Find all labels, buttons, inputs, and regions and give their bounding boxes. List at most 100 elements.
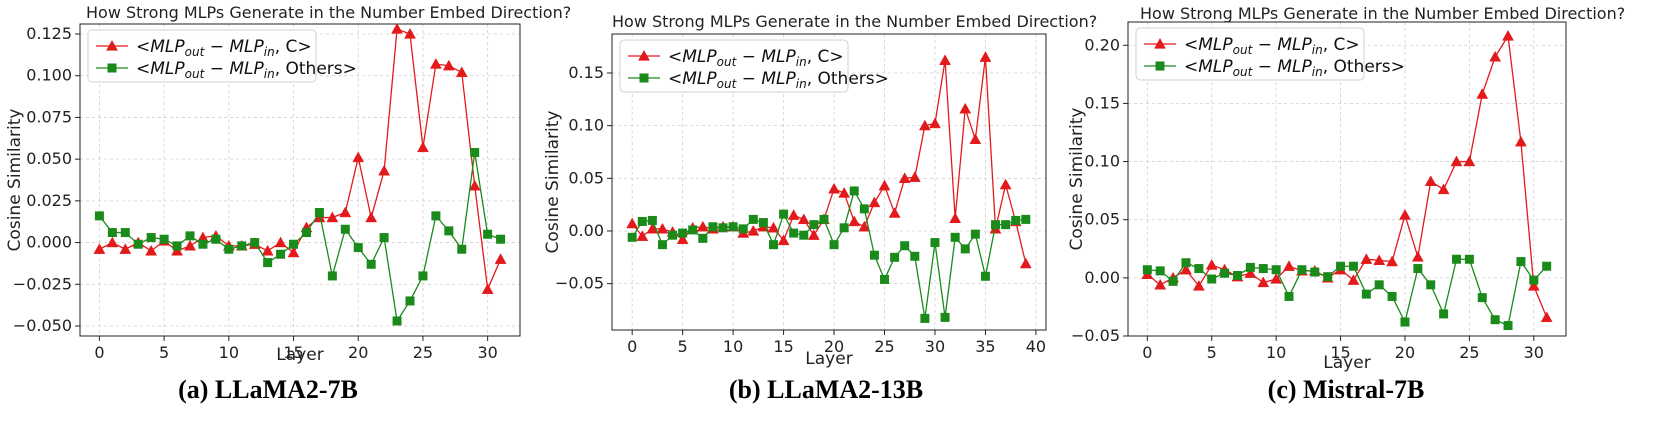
data-point [93, 243, 106, 254]
data-point [470, 147, 480, 157]
data-point [224, 244, 234, 254]
x-tick-label: 0 [94, 343, 104, 362]
data-point [799, 230, 809, 240]
data-point [1245, 262, 1255, 272]
x-tick-label: 20 [824, 337, 844, 356]
y-tick-label: 0.075 [26, 107, 72, 126]
y-tick-label: 0.025 [26, 191, 72, 210]
data-point [747, 224, 760, 236]
legend-box [87, 29, 317, 83]
data-point [1001, 220, 1011, 230]
legend: <MLPout − MLPin, C><MLPout − MLPin, Othe… [619, 39, 889, 93]
data-point [1452, 254, 1461, 264]
data-point [185, 231, 195, 241]
data-point [626, 217, 639, 229]
data-point [326, 211, 339, 223]
legend-marker [1155, 61, 1165, 71]
legend-item-c: <MLPout − MLPin, C> [96, 37, 312, 59]
data-point [392, 316, 402, 326]
x-tick-label: 25 [413, 343, 433, 362]
data-point [1439, 309, 1449, 319]
data-point [1168, 276, 1178, 286]
data-point [1450, 155, 1463, 167]
x-tick-label: 10 [1266, 343, 1286, 362]
legend-item-others: <MLPout − MLPin, Others> [628, 69, 889, 91]
data-point [1297, 265, 1307, 275]
data-point [960, 244, 970, 254]
data-point [838, 187, 851, 198]
data-point [1477, 293, 1487, 303]
data-point [859, 204, 869, 214]
data-point [184, 239, 196, 251]
data-point [211, 234, 221, 244]
legend-marker [639, 73, 649, 83]
data-point [647, 215, 657, 225]
data-point [172, 241, 182, 251]
data-point [1413, 264, 1423, 274]
data-point [250, 238, 260, 248]
y-tick-label: −0.05 [555, 274, 604, 293]
series-line [98, 152, 501, 323]
data-point [352, 151, 365, 163]
data-point [1490, 315, 1500, 325]
data-point [1387, 291, 1397, 301]
data-point [900, 241, 910, 251]
data-point [1464, 254, 1474, 264]
data-point [106, 236, 119, 248]
series-line [631, 189, 1026, 319]
data-point [1347, 274, 1360, 285]
data-point [1284, 291, 1294, 301]
data-point [289, 239, 299, 249]
data-point [145, 244, 158, 256]
data-point [797, 213, 810, 225]
data-point [1336, 261, 1346, 271]
x-tick-label: 5 [1207, 343, 1217, 362]
data-point [819, 214, 829, 224]
data-point [828, 182, 840, 194]
data-point [668, 230, 678, 240]
data-point [789, 228, 799, 238]
chart-panel-2: 0 5 10 15 20 25 30 35 40 −0.05 0.00 0.05 0.10 0.15 <ML… [543, 12, 1097, 404]
data-point [688, 225, 698, 235]
data-point [1399, 209, 1411, 220]
y-tick-label: 0.15 [568, 63, 604, 82]
data-point [301, 228, 311, 238]
y-axis-label: Cosine Similarity [543, 111, 563, 254]
x-tick-label: 10 [219, 343, 239, 362]
data-point [1529, 275, 1539, 285]
data-point [1411, 250, 1424, 262]
data-point [1360, 253, 1373, 264]
y-tick-label: −0.050 [13, 316, 72, 335]
data-point [133, 239, 143, 249]
legend-label: <MLPout − MLPin, Others> [136, 59, 357, 81]
data-point [656, 222, 669, 234]
data-point [1400, 317, 1410, 327]
x-tick-label: 30 [925, 337, 945, 356]
legend-marker [107, 63, 117, 73]
y-tick-label: −0.05 [1071, 326, 1120, 345]
data-point [494, 253, 507, 264]
data-point [483, 229, 493, 239]
data-point [1463, 155, 1476, 167]
series-others [1142, 254, 1552, 331]
legend-item-others: <MLPout − MLPin, Others> [1144, 57, 1405, 79]
data-point [120, 228, 130, 238]
data-point [1424, 175, 1437, 186]
data-point [457, 244, 467, 254]
legend-item-others: <MLPout − MLPin, Others> [96, 59, 357, 81]
legend-label: <MLPout − MLPin, Others> [1184, 57, 1405, 79]
x-tick-label: 15 [283, 343, 303, 362]
data-point [767, 221, 780, 233]
data-point [1192, 279, 1205, 291]
series-line [631, 57, 1027, 264]
data-point [991, 220, 1001, 230]
y-tick-label: 0.15 [1084, 93, 1120, 112]
data-point [636, 230, 649, 241]
data-point [417, 141, 429, 153]
y-tick-label: −0.025 [13, 274, 72, 293]
data-point [276, 249, 286, 259]
data-point [1205, 259, 1218, 270]
data-point [327, 271, 337, 281]
data-point [869, 250, 879, 260]
data-point [748, 214, 758, 224]
